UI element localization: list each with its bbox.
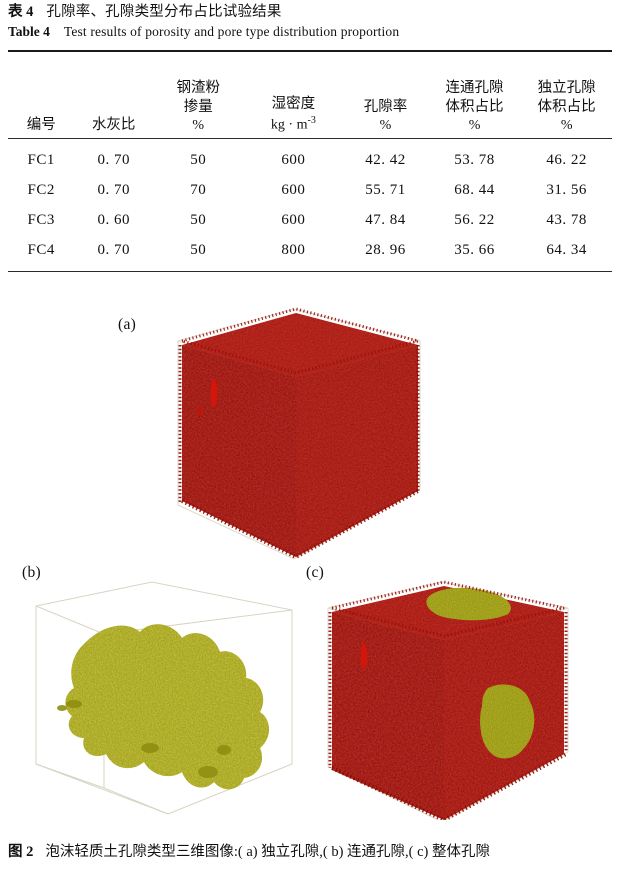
cell-water-cement-ratio: 0. 70 [97, 181, 130, 198]
figure-caption: 图 2 泡沫轻质土孔隙类型三维图像:( a) 独立孔隙,( b) 连通孔隙,( c… [8, 842, 608, 863]
cell-wet-density: 600 [281, 151, 306, 168]
table-caption-cn-title: 孔隙率、孔隙类型分布占比试验结果 [46, 4, 282, 20]
table-header-rule [8, 138, 612, 139]
cell-id: FC4 [27, 241, 55, 258]
pore-cube-b [28, 576, 300, 820]
table-caption-en-label: Table 4 [8, 23, 50, 39]
pore-cube-a-svg [176, 307, 424, 560]
col-header-connected-pore-volume-line-0: 连通孔隙 [445, 80, 504, 97]
col-header-isolated-pore-volume-line-1: 体积占比 [537, 98, 596, 115]
cell-connected-pore-volume: 53. 78 [454, 151, 495, 168]
pore-volume-a [182, 313, 418, 557]
pore-edge-speckle-a [176, 307, 424, 560]
col-header-porosity-line-0: 孔隙率 [363, 98, 408, 115]
cell-water-cement-ratio: 0. 70 [97, 151, 130, 168]
cell-porosity: 47. 84 [365, 211, 406, 228]
table-caption-en-title: Test results of porosity and pore type d… [63, 23, 400, 39]
col-header-wet-density-line-0: 湿密度 [271, 96, 316, 113]
col-header-connected-pore-volume: 连通孔隙 体积占比 % [428, 59, 522, 138]
olive-patch-right-c [480, 684, 535, 759]
col-header-slag-powder-content-unit: % [192, 117, 205, 133]
cell-water-cement-ratio: 0. 60 [97, 211, 130, 228]
col-header-id: 编号 [8, 59, 74, 138]
col-header-water-cement-ratio-line-0: 水灰比 [91, 117, 136, 134]
cell-porosity: 55. 71 [365, 181, 406, 198]
panel-c-image [320, 576, 576, 820]
cell-id: FC2 [27, 181, 55, 198]
col-header-connected-pore-volume-line-1: 体积占比 [445, 98, 504, 115]
col-header-water-cement-ratio: 水灰比 [74, 59, 153, 138]
table-top-rule [8, 50, 612, 52]
col-header-isolated-pore-volume-line-0: 独立孔隙 [537, 80, 596, 97]
cell-slag-powder-content: 50 [190, 241, 207, 258]
cell-wet-density: 600 [281, 211, 306, 228]
cell-id: FC3 [27, 211, 55, 228]
cell-porosity: 28. 96 [365, 241, 406, 258]
results-table: 编号 水灰比 钢渣粉 掺量 % 湿密度 [8, 50, 612, 272]
table-caption-cn-label: 表 4 [8, 4, 34, 20]
table-header-row: 编号 水灰比 钢渣粉 掺量 % 湿密度 [8, 59, 612, 138]
table-row: FC2 0. 70 70 600 55. 71 68. 44 31. 56 [8, 175, 612, 205]
col-header-slag-powder-content-line-1: 掺量 [183, 98, 213, 115]
panel-b-image [28, 576, 300, 820]
col-header-wet-density-unit: kg · m-3 [270, 115, 316, 133]
pore-cube-c [320, 576, 576, 820]
table-row: FC3 0. 60 50 600 47. 84 56. 22 43. 78 [8, 205, 612, 235]
cell-isolated-pore-volume: 64. 34 [546, 241, 587, 258]
pore-volume-b [65, 624, 269, 790]
cell-water-cement-ratio: 0. 70 [97, 241, 130, 258]
panel-a-image [168, 305, 430, 565]
pore-filaments-b [57, 700, 231, 778]
col-header-slag-powder-content: 钢渣粉 掺量 % [153, 59, 244, 138]
table-body-grid: FC1 0. 70 50 600 42. 42 53. 78 46. 22 FC… [8, 145, 612, 265]
pore-cube-c-svg [327, 580, 569, 820]
table-caption-cn: 表 4 孔隙率、孔隙类型分布占比试验结果 [8, 4, 612, 22]
col-header-wet-density: 湿密度 kg · m-3 [244, 59, 344, 138]
col-header-isolated-pore-volume-unit: % [560, 117, 573, 133]
cell-slag-powder-content: 70 [190, 181, 207, 198]
figure-caption-text: 泡沫轻质土孔隙类型三维图像:( a) 独立孔隙,( b) 连通孔隙,( c) 整… [45, 844, 490, 860]
col-header-isolated-pore-volume: 独立孔隙 体积占比 % [521, 59, 612, 138]
large-pore-marker-a [210, 379, 218, 407]
cell-wet-density: 600 [281, 181, 306, 198]
table-caption-en: Table 4 Test results of porosity and por… [8, 22, 612, 40]
cell-slag-powder-content: 50 [190, 211, 207, 228]
table-row: FC4 0. 70 50 800 28. 96 35. 66 64. 34 [8, 235, 612, 265]
table-body: FC1 0. 70 50 600 42. 42 53. 78 46. 22 FC… [8, 145, 612, 265]
table-head: 编号 水灰比 钢渣粉 掺量 % 湿密度 [8, 59, 612, 138]
figure-caption-label: 图 2 [8, 844, 34, 860]
pore-cube-a [168, 305, 430, 565]
table-grid: 编号 水灰比 钢渣粉 掺量 % 湿密度 [8, 59, 612, 138]
col-header-slag-powder-content-line-0: 钢渣粉 [176, 80, 221, 97]
wet-density-unit-exponent: -3 [307, 115, 316, 127]
large-pore-marker-c [360, 643, 368, 669]
pore-cube-b-svg [35, 581, 293, 815]
cell-connected-pore-volume: 56. 22 [454, 211, 495, 228]
panel-label-a: (a) [118, 316, 137, 333]
col-header-porosity: 孔隙率 % [343, 59, 428, 138]
cell-isolated-pore-volume: 43. 78 [546, 211, 587, 228]
pore-edge-speckle-c [328, 580, 568, 820]
table-bottom-rule [8, 271, 612, 272]
cell-isolated-pore-volume: 46. 22 [546, 151, 587, 168]
cell-slag-powder-content: 50 [190, 151, 207, 168]
cell-isolated-pore-volume: 31. 56 [546, 181, 587, 198]
cell-connected-pore-volume: 68. 44 [454, 181, 495, 198]
cell-id: FC1 [27, 151, 55, 168]
cell-porosity: 42. 42 [365, 151, 406, 168]
cell-connected-pore-volume: 35. 66 [454, 241, 495, 258]
col-header-id-line-0: 编号 [26, 117, 56, 134]
table-caption: 表 4 孔隙率、孔隙类型分布占比试验结果 Table 4 Test result… [8, 4, 612, 40]
col-header-connected-pore-volume-unit: % [468, 117, 481, 133]
panel-label-b: (b) [22, 564, 41, 581]
table-row: FC1 0. 70 50 600 42. 42 53. 78 46. 22 [8, 145, 612, 175]
figure-2: (a) [0, 290, 620, 830]
col-header-porosity-unit: % [379, 117, 392, 133]
panel-label-c: (c) [306, 564, 325, 581]
cell-wet-density: 800 [281, 241, 306, 258]
